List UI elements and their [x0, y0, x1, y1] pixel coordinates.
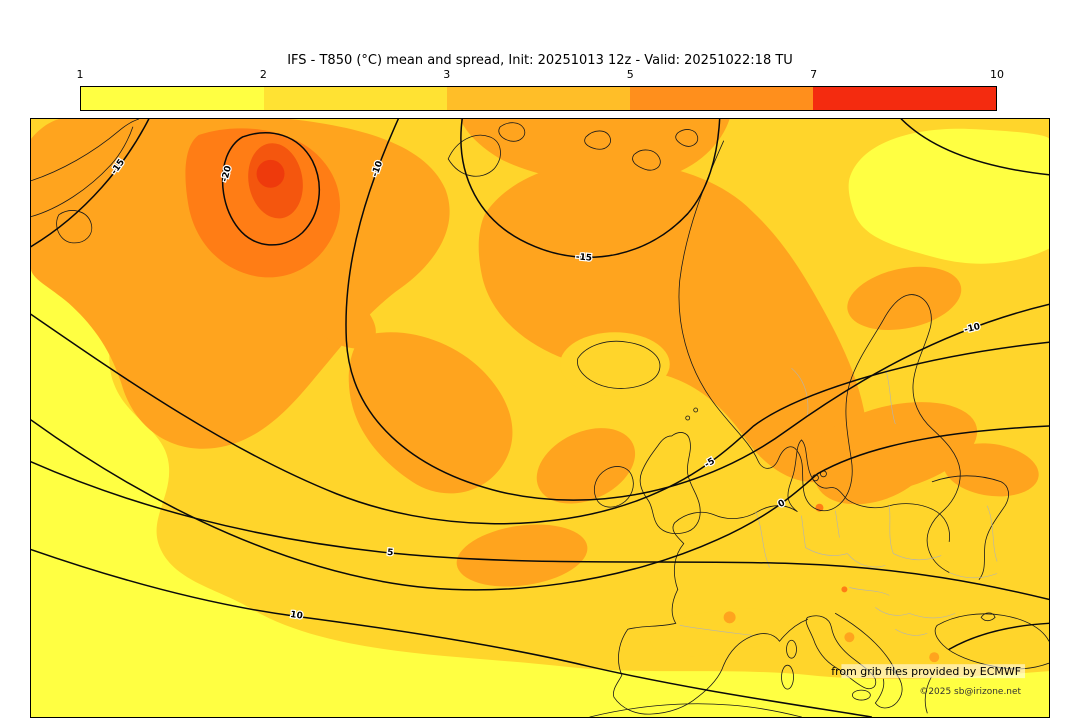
colorbar-segment — [264, 87, 447, 110]
coastline-path — [593, 466, 634, 508]
contour-label: 5 — [387, 548, 394, 559]
spread-level-2-patch — [809, 617, 969, 668]
border-path — [791, 367, 809, 417]
coastline-path — [675, 129, 699, 147]
credits-backing — [841, 664, 1026, 679]
island-sicily — [851, 689, 871, 701]
spread-level-3-patch — [943, 443, 1039, 497]
spread-level-3-region — [348, 332, 513, 494]
island — [685, 415, 691, 421]
coastlines — [31, 119, 1049, 717]
contour-minus15-a — [31, 119, 150, 248]
spread-level-4-spot — [841, 586, 848, 593]
coastline-path — [584, 130, 611, 150]
colorbar-tick: 7 — [810, 68, 818, 81]
colorbar-tick: 3 — [443, 68, 451, 81]
map-frame: -20 -15 -15 -10 -10 -5 0 5 10 from grib files pr… — [30, 118, 1050, 718]
border-path — [893, 553, 942, 561]
colorbar-segment — [813, 87, 996, 110]
contour-minus20-loop — [221, 132, 321, 246]
credits-text: from grib files provided by ECMWF — [831, 665, 1021, 678]
border-path — [679, 625, 752, 636]
contour-minus15-b — [460, 119, 721, 258]
coastline-path — [447, 134, 501, 177]
spread-level-3-spot — [929, 652, 940, 663]
contour-plus10 — [31, 548, 873, 717]
island-corsica — [786, 639, 797, 659]
contour-label: -15 — [575, 252, 592, 263]
spread-level-5-core — [256, 159, 285, 188]
contour-minus10 — [345, 119, 1049, 501]
contour-fragment-ne — [900, 119, 1049, 176]
coastline-path — [874, 668, 903, 709]
coastline-path — [632, 149, 661, 171]
spread-level-3-patch — [847, 266, 962, 331]
coastline-path — [639, 432, 701, 534]
map-title: IFS - T850 (°C) mean and spread, Init: 2… — [287, 53, 793, 68]
colorbar-segment — [630, 87, 813, 110]
border-path — [895, 629, 928, 636]
credits: from grib files provided by ECMWF ©2025 … — [831, 664, 1026, 697]
colorbar-tick: 1 — [76, 68, 84, 81]
island-sardinia — [781, 664, 794, 690]
border-path — [835, 510, 840, 538]
colorbar-segment — [81, 87, 264, 110]
contour-zero — [31, 419, 1049, 591]
border-path — [986, 505, 998, 562]
contour-plus5 — [31, 461, 1049, 601]
spread-level-2-patch — [559, 332, 670, 397]
border-path — [875, 607, 910, 616]
spread-level-3-patch — [456, 524, 588, 587]
spread-level-3-region — [478, 160, 867, 483]
coastline-path — [805, 615, 877, 690]
border-path — [885, 368, 896, 425]
spread-level-1-region — [848, 128, 1049, 264]
spread-level-3-spot — [723, 611, 736, 624]
colorbar-ticks: 1 2 3 5 7 10 — [76, 68, 1005, 82]
contour-label: 10 — [289, 610, 303, 622]
colorbar-segment — [447, 87, 630, 110]
border-path — [889, 505, 894, 554]
contour-fragment-se — [948, 622, 1049, 650]
colorbar-bar — [80, 86, 997, 111]
coastline-path — [613, 589, 808, 715]
coastline-path — [936, 613, 1049, 642]
spread-level-3-patch — [304, 288, 376, 349]
copyright-text: ©2025 sb@irizone.net — [919, 687, 1021, 697]
colorbar-tick: 2 — [259, 68, 267, 81]
spread-level-1-region — [31, 226, 1049, 717]
border-path — [909, 613, 956, 619]
temperature-contours — [31, 119, 1049, 717]
coastline-path — [678, 140, 961, 573]
coastline-path — [589, 703, 802, 717]
island — [693, 407, 699, 413]
border-path — [949, 572, 998, 579]
coastline-path — [498, 122, 526, 142]
coastline-path — [931, 475, 1009, 580]
coastline-path — [980, 612, 996, 622]
coastline-path — [31, 119, 140, 182]
colorbar-tick: 5 — [626, 68, 634, 81]
contour-minus5 — [31, 313, 1049, 525]
spread-level-3-patch — [536, 428, 636, 504]
spread-level-3-region — [31, 119, 450, 449]
colorbar-tick: 10 — [990, 68, 1004, 81]
coastline-path — [924, 676, 932, 714]
spread-shading — [31, 119, 1049, 717]
spread-level-3-spot — [844, 632, 855, 643]
coastline-path — [31, 126, 134, 218]
country-borders — [679, 367, 998, 636]
coastline-path — [577, 340, 661, 389]
spread-level-2-patch — [650, 608, 789, 657]
coastline-path — [672, 439, 950, 590]
border-path — [849, 587, 890, 596]
spread-level-3-patch — [805, 402, 978, 494]
border-path — [801, 515, 848, 556]
border-path — [847, 553, 886, 568]
